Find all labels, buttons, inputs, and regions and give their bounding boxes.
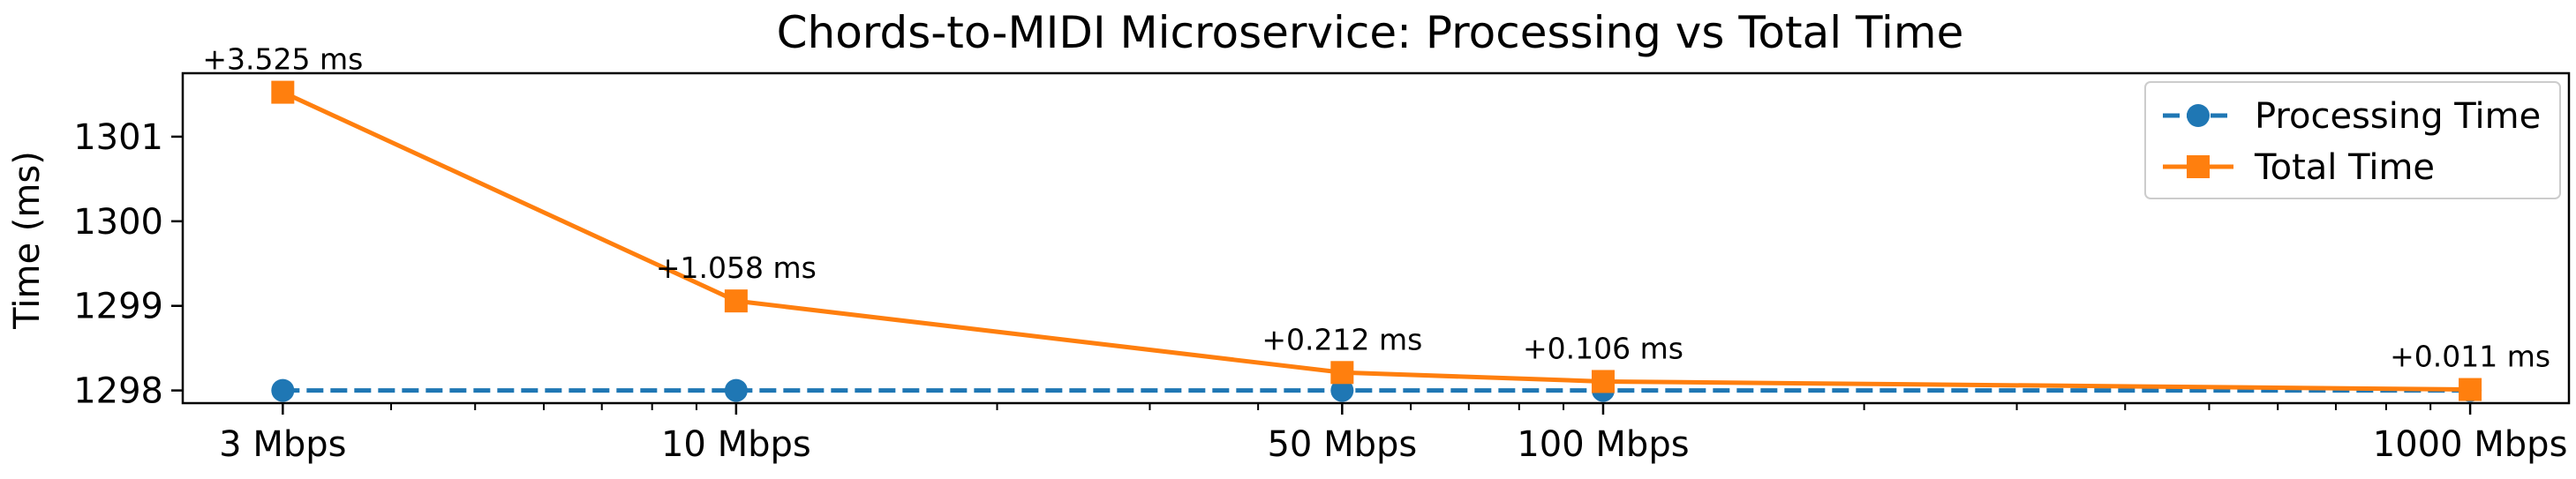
total-time-point (1591, 370, 1615, 393)
processing-time-point (724, 378, 748, 402)
total-time-point (271, 80, 295, 104)
y-tick-label: 1298 (73, 371, 163, 412)
y-tick-label: 1299 (73, 287, 163, 327)
y-tick-label: 1300 (73, 202, 163, 243)
x-tick-label: 100 Mbps (1517, 424, 1689, 465)
y-axis-label: Time (ms) (7, 151, 48, 330)
difference-annotation: +3.525 ms (202, 42, 363, 77)
y-tick-label: 1301 (73, 117, 163, 158)
processing-time-point (1330, 378, 1354, 402)
total-time-point (1330, 361, 1354, 385)
legend-total-time-marker (2187, 155, 2210, 178)
x-tick-label: 3 Mbps (219, 424, 346, 465)
axes-frame (181, 71, 2571, 405)
difference-annotation: +1.058 ms (656, 251, 817, 285)
legend (2144, 81, 2561, 199)
x-tick-label: 1000 Mbps (2373, 424, 2568, 465)
legend-total-time-label: Total Time (2254, 147, 2435, 188)
plot-area: 3 Mbps 10 Mbps 50 Mbps 100 Mbps 1000 Mbps 129… (73, 42, 2571, 465)
legend-processing-time-label: Processing Time (2255, 96, 2541, 137)
difference-annotation: +0.011 ms (2390, 340, 2550, 374)
x-tick-label: 50 Mbps (1267, 424, 1417, 465)
difference-annotation: +0.212 ms (1262, 322, 1422, 356)
processing-time-point (271, 378, 295, 402)
chart-title: Chords-to-MIDI Microservice: Processing … (777, 7, 1964, 58)
difference-annotation: +0.106 ms (1523, 331, 1683, 365)
total-time-point (724, 289, 748, 313)
x-tick-label: 10 Mbps (661, 424, 811, 465)
total-time-point (2459, 378, 2482, 401)
legend-processing-time-marker (2187, 104, 2210, 127)
